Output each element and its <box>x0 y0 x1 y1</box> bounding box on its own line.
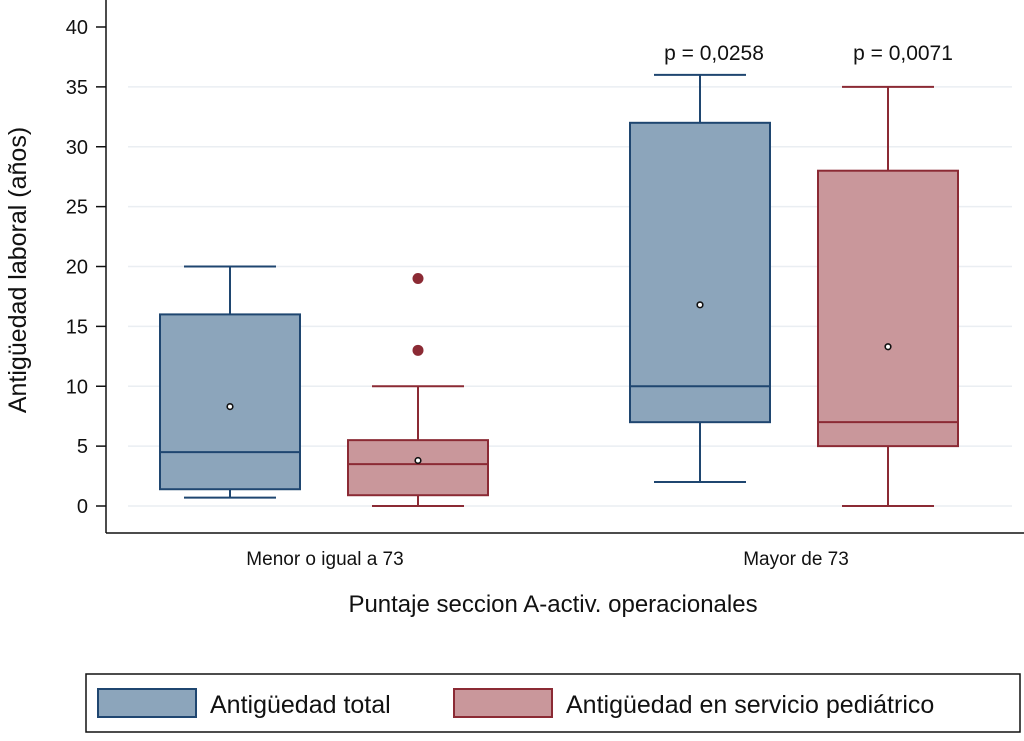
y-tick-label: 20 <box>66 257 88 279</box>
p-value-annotation-0: p = 0,0258 <box>664 42 764 65</box>
mean-marker <box>414 456 422 465</box>
y-tick-label: 30 <box>66 137 88 159</box>
box-0-1 <box>347 272 489 507</box>
mean-marker <box>226 403 234 411</box>
y-axis-label: Antigüedad laboral (años) <box>4 127 32 413</box>
y-tick-label: 15 <box>66 316 88 338</box>
box-1-1 <box>817 85 959 507</box>
legend-label-pediatrico: Antigüedad en servicio pediátrico <box>566 691 934 719</box>
y-tick-label: 5 <box>77 436 88 458</box>
iqr-box <box>347 439 489 497</box>
y-tick-label: 25 <box>66 197 88 219</box>
iqr-box <box>159 313 301 491</box>
box-0-0 <box>159 265 301 499</box>
legend-swatch-total <box>97 688 197 718</box>
p-value-annotation-1: p = 0,0071 <box>853 42 953 65</box>
iqr-box <box>629 121 771 424</box>
legend-swatch-pediatrico <box>453 688 553 718</box>
x-tick-label-0: Menor o igual a 73 <box>246 549 403 570</box>
legend: Antigüedad total Antigüedad en servicio … <box>85 673 1021 733</box>
boxes <box>159 73 959 507</box>
y-tick-label: 0 <box>77 496 88 518</box>
mean-marker <box>884 343 892 351</box>
mean-marker <box>696 301 704 309</box>
outlier-point <box>412 272 424 284</box>
y-ticks: 0 5 10 15 20 25 30 35 40 <box>66 17 106 518</box>
x-axis-label: Puntaje seccion A-activ. operacionales <box>348 591 757 618</box>
iqr-box <box>817 169 959 448</box>
legend-label-total: Antigüedad total <box>210 691 391 719</box>
y-tick-label: 40 <box>66 17 88 39</box>
x-tick-label-1: Mayor de 73 <box>743 549 849 570</box>
y-tick-label: 10 <box>66 376 88 398</box>
box-1-0 <box>629 73 771 484</box>
outlier-point <box>412 344 424 356</box>
y-tick-label: 35 <box>66 77 88 99</box>
